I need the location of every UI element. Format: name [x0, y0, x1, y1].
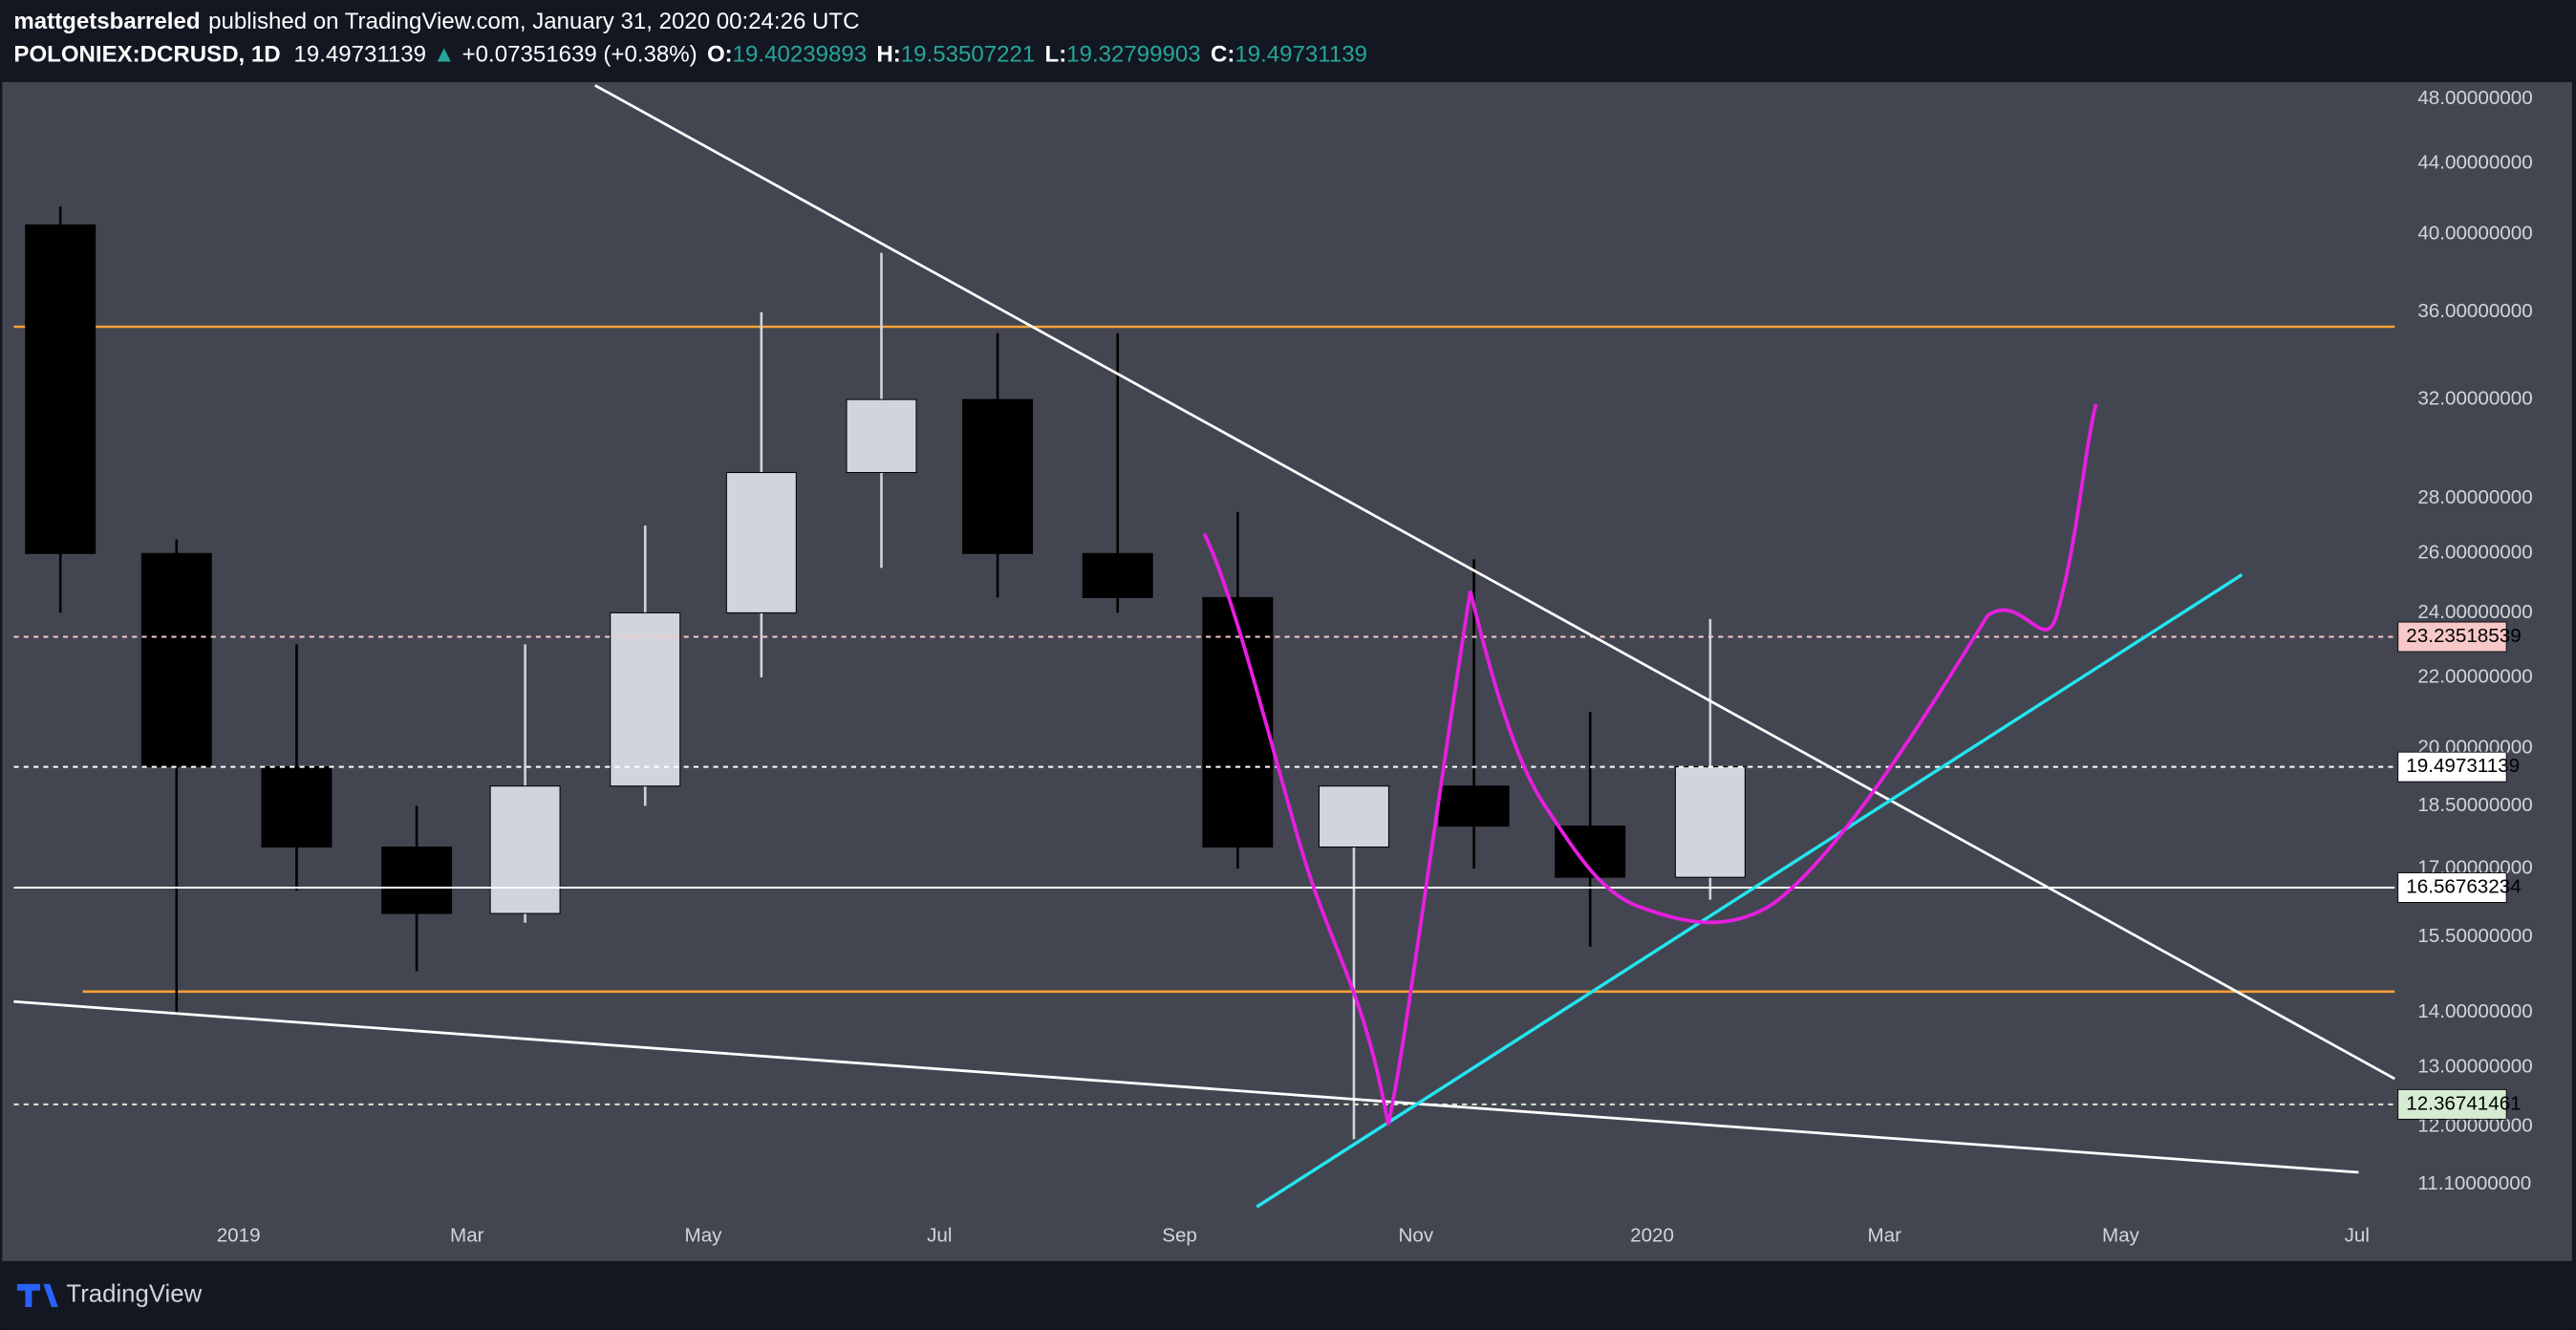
- candle-body: [725, 472, 797, 613]
- price-label: 23.23518539: [2406, 625, 2521, 647]
- candle-body: [489, 785, 561, 914]
- candle-body: [962, 398, 1034, 554]
- y-tick-label: 18.50000000: [2417, 794, 2532, 816]
- plot-area: [2, 81, 2572, 1261]
- y-tick-label: 12.00000000: [2417, 1115, 2532, 1137]
- projection-curve: [1202, 403, 2098, 1126]
- ohlc-value: 19.53507221: [901, 42, 1035, 68]
- y-tick-label: 24.00000000: [2417, 601, 2532, 623]
- y-tick-label: 15.50000000: [2417, 925, 2532, 947]
- y-tick-label: 28.00000000: [2417, 486, 2532, 508]
- x-tick-label: 2019: [217, 1224, 261, 1246]
- candle-body: [1318, 785, 1389, 848]
- trend-line: [594, 84, 2395, 1081]
- last-price: 19.49731139: [293, 42, 426, 68]
- publish-line: mattgetsbarreled published on TradingView…: [13, 9, 859, 34]
- ohlc-label: L:: [1045, 42, 1067, 68]
- y-tick-label: 22.00000000: [2417, 665, 2532, 687]
- y-tick-label: 13.00000000: [2417, 1056, 2532, 1078]
- candle-body: [261, 766, 333, 848]
- candle-body: [1082, 552, 1153, 598]
- candle-body: [25, 224, 97, 554]
- y-tick-label: 14.00000000: [2417, 1000, 2532, 1022]
- price-label-box: [2397, 872, 2507, 903]
- price-label: 19.49731139: [2406, 755, 2520, 777]
- y-tick-label: 11.10000000: [2417, 1172, 2531, 1194]
- price-label-box: [2397, 1088, 2507, 1120]
- candle-body: [846, 398, 917, 474]
- y-tick-label: 44.00000000: [2417, 151, 2532, 173]
- trend-line: [13, 999, 2359, 1174]
- y-tick-label: 36.00000000: [2417, 300, 2532, 322]
- ohlc-label: C:: [1211, 42, 1234, 68]
- x-tick-label: Jul: [2345, 1224, 2370, 1246]
- ohlc-label: O:: [707, 42, 733, 68]
- ohlc-value: 19.40239893: [733, 42, 867, 68]
- x-tick-label: Sep: [1162, 1224, 1197, 1246]
- x-tick-label: Mar: [1868, 1224, 1902, 1246]
- x-tick-label: Mar: [450, 1224, 484, 1246]
- ohlc-value: 19.32799903: [1066, 42, 1200, 68]
- change-arrow: ▲: [433, 42, 456, 68]
- candle-body: [140, 552, 212, 768]
- published: published on TradingView.com, January 31…: [208, 9, 859, 34]
- brand: TradingView: [66, 1281, 202, 1308]
- x-tick-label: Nov: [1398, 1224, 1433, 1246]
- price-label-box: [2397, 621, 2507, 653]
- candle-body: [381, 846, 453, 914]
- ohlc-label: H:: [876, 42, 900, 68]
- candle-body: [610, 611, 681, 787]
- x-tick-label: May: [2102, 1224, 2140, 1246]
- change: +0.07351639 (+0.38%): [462, 42, 698, 68]
- candle-body: [1674, 766, 1746, 878]
- publisher: mattgetsbarreled: [13, 9, 200, 34]
- x-tick-label: May: [685, 1224, 723, 1246]
- price-label-box: [2397, 751, 2507, 783]
- price-label: 12.36741461: [2406, 1092, 2521, 1114]
- candle-body: [1438, 785, 1510, 827]
- x-tick-label: Jul: [927, 1224, 952, 1246]
- y-tick-label: 32.00000000: [2417, 388, 2532, 410]
- x-tick-label: 2020: [1630, 1224, 1674, 1246]
- symbol: POLONIEX:DCRUSD, 1D: [13, 42, 280, 68]
- trend-line: [1256, 573, 2243, 1209]
- y-tick-label: 26.00000000: [2417, 542, 2532, 564]
- price-label: 16.56763234: [2406, 875, 2521, 897]
- plot: [13, 206, 2395, 1140]
- y-tick-label: 40.00000000: [2417, 222, 2532, 244]
- logo: [16, 1283, 58, 1307]
- axis-labels: 48.00000000 44.00000000 40.00000000 36.0000…: [217, 87, 2533, 1247]
- candle-body: [1202, 596, 1274, 848]
- ohlc-value: 19.49731139: [1234, 42, 1367, 68]
- y-tick-label: 48.00000000: [2417, 87, 2532, 109]
- symbol-line: POLONIEX:DCRUSD, 1D 19.49731139 ▲ +0.073516…: [13, 42, 1367, 68]
